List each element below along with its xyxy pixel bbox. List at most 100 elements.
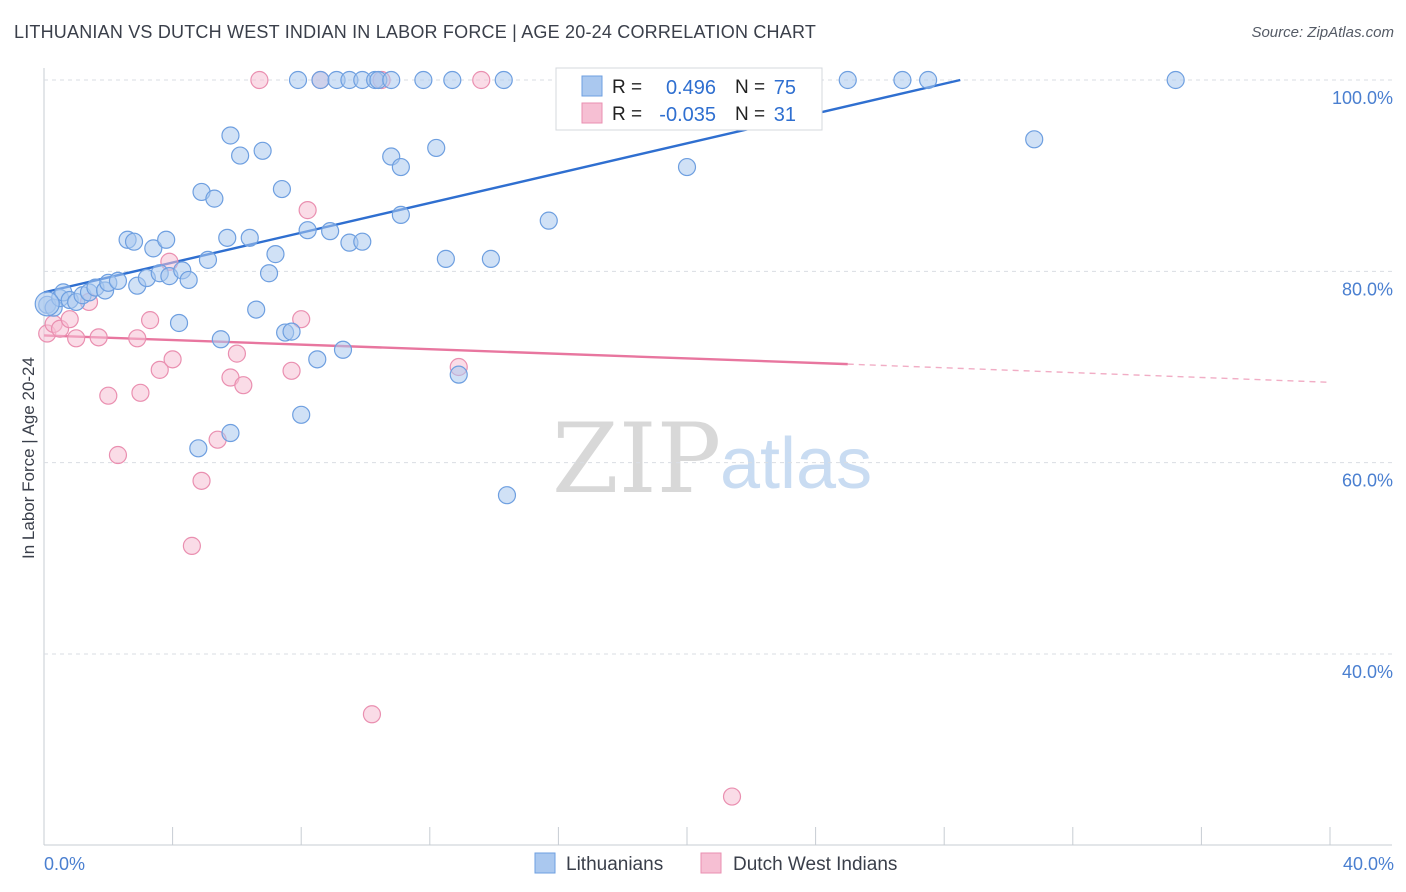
chart-title: LITHUANIAN VS DUTCH WEST INDIAN IN LABOR… (14, 22, 817, 42)
lithuanian-point (333, 340, 353, 359)
lithuanian-point (321, 222, 340, 241)
lithuanian-point (189, 439, 208, 458)
dutch-west-indian-point (227, 344, 246, 363)
lithuanian-point (391, 205, 410, 224)
dutch-west-indian-trend-line (43, 334, 848, 366)
dutch-west-indian-point (192, 471, 211, 490)
lithuanian-point (221, 423, 240, 443)
series-legend: Lithuanians Dutch West Indians (534, 852, 897, 875)
legend-r-value-1: 0.496 (666, 77, 716, 99)
lithuanian-point (427, 138, 446, 158)
lithuanian-point (231, 146, 250, 165)
dutch-west-indian-point (362, 705, 382, 724)
legend-swatch-lithuanians (581, 75, 603, 97)
y-tick-label-60: 60.0% (1342, 471, 1393, 491)
lithuanian-point (677, 157, 697, 177)
lithuanian-point (205, 189, 224, 208)
legend-n-value-1: 75 (774, 77, 796, 99)
stats-legend: R = 0.496 N = 75 R = -0.035 N = 31 (555, 67, 823, 131)
lithuanian-point (247, 300, 266, 319)
dutch-west-indian-point (89, 328, 108, 347)
y-tick-label-100: 100.0% (1332, 88, 1393, 108)
dutch-west-indian-point (472, 70, 491, 90)
dutch-west-indian-point (250, 70, 269, 90)
dutch-west-indian-point (108, 445, 128, 465)
lithuanian-point (539, 211, 558, 230)
x-tick-label-min: 0.0% (44, 854, 85, 874)
bottom-legend-swatch-lithuanians (534, 852, 556, 874)
legend-r-value-2: -0.035 (659, 104, 716, 126)
dutch-west-indian-point (131, 383, 150, 402)
legend-r-label-1: R = (612, 77, 642, 98)
dutch-west-indian-point (128, 329, 147, 348)
lithuanian-point (240, 228, 259, 247)
lithuanian-point (382, 70, 401, 90)
lithuanian-point (481, 249, 500, 268)
lithuanian-point (124, 232, 144, 251)
lithuanian-point (497, 486, 517, 505)
dutch-west-indian-point (99, 386, 118, 405)
lithuanian-point (144, 239, 163, 258)
lithuanian-point (157, 230, 176, 249)
legend-n-value-2: 31 (774, 104, 796, 126)
lithuanian-point (1025, 130, 1044, 149)
dutch-west-indian-point (67, 329, 86, 348)
lithuanian-point (179, 270, 198, 290)
dutch-west-indian-point (234, 376, 253, 395)
x-tick-label-max: 40.0% (1343, 854, 1394, 874)
lithuanian-point (34, 291, 60, 317)
dutch-west-indian-point (60, 310, 79, 329)
watermark-zip: ZIP (552, 403, 721, 515)
dutch-west-indian-point (163, 350, 182, 369)
lithuanian-trend-line (43, 78, 961, 294)
lithuanian-point (838, 70, 857, 90)
bottom-legend-swatch-dutch-west-indians (700, 852, 722, 874)
lithuanian-point (893, 70, 912, 90)
lithuanian-point (198, 250, 218, 269)
lithuanian-point (494, 70, 513, 90)
bottom-legend-label-dutch-west-indians: Dutch West Indians (733, 854, 897, 875)
dutch-west-indian-point (722, 787, 742, 806)
dutch-west-indian-point (182, 536, 201, 555)
dutch-west-indian-point (140, 311, 160, 330)
lithuanian-point (272, 179, 292, 199)
y-axis-label: In Labor Force | Age 20-24 (19, 357, 38, 559)
lithuanian-point (311, 70, 330, 90)
lithuanian-point (414, 70, 433, 90)
bottom-legend-label-lithuanians: Lithuanians (566, 854, 663, 875)
source-label: Source: ZipAtlas.com (1251, 24, 1394, 41)
lithuanian-point (218, 228, 237, 247)
lithuanian-point (288, 70, 308, 90)
lithuanian-point (169, 313, 189, 333)
legend-n-label-1: N = (735, 77, 765, 98)
dutch-west-indian-point (150, 360, 169, 379)
lithuanian-point (449, 365, 468, 384)
lithuanian-point (266, 245, 285, 264)
lithuanian-point (391, 157, 410, 177)
lithuanian-point (298, 221, 317, 240)
lithuanian-point (443, 70, 462, 90)
legend-r-label-2: R = (612, 104, 642, 125)
y-tick-label-40: 40.0% (1342, 662, 1393, 682)
lithuanian-point (259, 264, 279, 283)
lithuanian-point (211, 330, 230, 349)
legend-n-label-2: N = (735, 104, 765, 125)
lithuanian-point (221, 126, 240, 145)
lithuanian-point (353, 232, 372, 251)
lithuanian-point (436, 249, 455, 268)
lithuanian-point (292, 405, 311, 424)
dutch-west-indian-point (292, 310, 311, 329)
lithuanian-point (1166, 70, 1185, 90)
dutch-west-indian-point (298, 201, 317, 220)
lithuanian-point (308, 350, 327, 369)
lithuanian-point (919, 70, 938, 90)
dutch-west-indian-point (282, 361, 301, 380)
lithuanian-point (282, 322, 301, 341)
lithuanian-point (108, 271, 128, 290)
y-tick-label-80: 80.0% (1342, 279, 1393, 299)
dutch-west-indian-trend-extension (847, 363, 1331, 384)
lithuanian-point (253, 141, 272, 160)
watermark-atlas: atlas (720, 424, 872, 504)
legend-swatch-dutch-west-indians (581, 102, 603, 124)
